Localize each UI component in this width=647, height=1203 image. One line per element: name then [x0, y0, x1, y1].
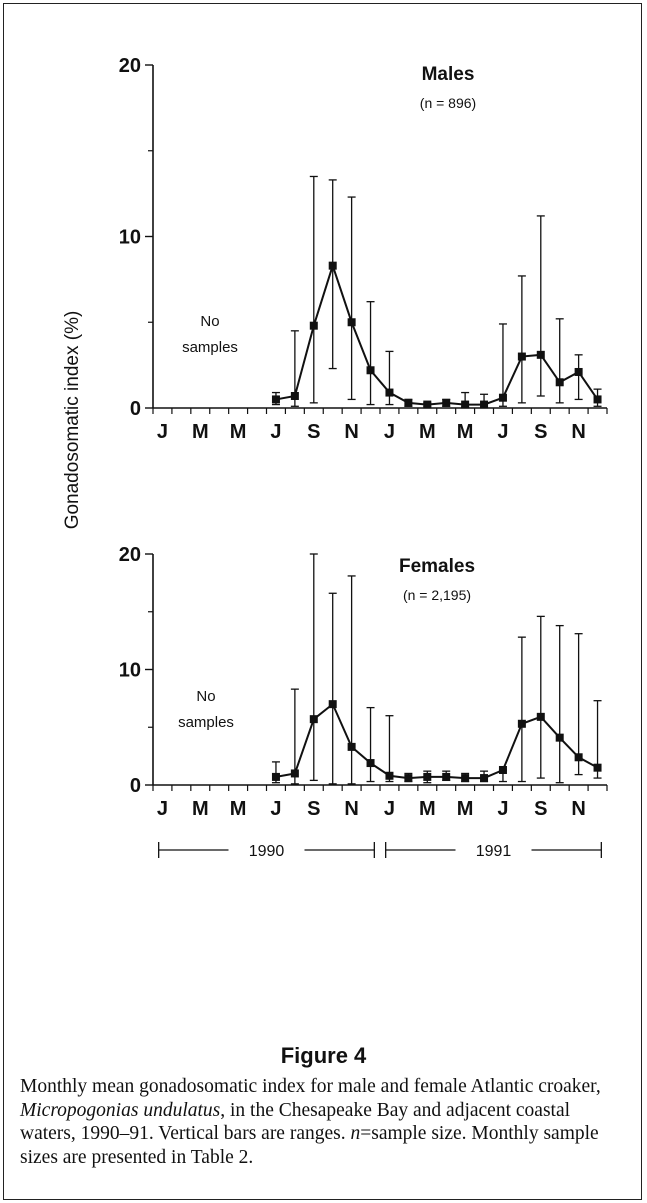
mean-marker [328, 261, 337, 270]
x-tick-label: M [230, 421, 247, 443]
x-tick-label: M [419, 421, 436, 443]
mean-marker [536, 350, 545, 359]
x-tick-label: N [571, 421, 585, 443]
x-tick-label: M [192, 798, 209, 820]
mean-marker [309, 321, 318, 330]
mean-marker [404, 398, 413, 407]
x-tick-label: N [344, 421, 358, 443]
panel-title: Females [399, 556, 475, 577]
mean-line [275, 702, 599, 780]
mean-marker [290, 769, 299, 778]
x-tick-label: J [270, 421, 281, 443]
y-tick-label: 10 [119, 660, 141, 682]
x-tick-label: M [230, 798, 247, 820]
x-tick-label: J [157, 421, 168, 443]
no-samples-line-2: samples [178, 714, 234, 731]
mean-marker [555, 733, 564, 742]
x-tick-label: J [157, 798, 168, 820]
mean-marker [385, 771, 394, 780]
y-tick-label: 0 [130, 398, 141, 420]
y-tick-label: 10 [119, 227, 141, 249]
mean-marker [309, 715, 318, 724]
mean-marker [517, 352, 526, 361]
y-axis-label-group: Gonadosomatic index (%) [62, 311, 83, 530]
mean-marker [366, 366, 375, 375]
year-label: 1991 [476, 843, 512, 860]
year-label: 1990 [249, 843, 285, 860]
mean-marker [461, 400, 470, 409]
mean-marker [366, 759, 375, 768]
x-tick-label: J [384, 421, 395, 443]
mean-marker [442, 398, 451, 407]
figure-frame [3, 3, 642, 1200]
x-tick-label: S [307, 421, 320, 443]
mean-line [275, 262, 599, 406]
no-samples-line-1: No [196, 688, 215, 705]
caption-part-2: , in the Chesapeake Bay and adjacent coa… [20, 1099, 571, 1145]
no-samples-line-1: No [200, 313, 219, 330]
x-tick-label: S [534, 798, 547, 820]
x-tick-label: J [497, 798, 508, 820]
x-tick-label: S [307, 798, 320, 820]
y-tick-label: 20 [119, 544, 141, 566]
y-tick-label: 20 [119, 55, 141, 77]
mean-marker [461, 774, 470, 783]
mean-marker [536, 712, 545, 721]
caption-part-3: =sample size. Monthly sample sizes are p… [20, 1123, 599, 1168]
mean-marker [574, 367, 583, 376]
mean-marker [555, 378, 564, 387]
x-tick-label: J [384, 798, 395, 820]
x-tick-label: S [534, 421, 547, 443]
y-tick-label: 0 [130, 775, 141, 797]
mean-marker [574, 753, 583, 762]
x-tick-label: M [457, 798, 474, 820]
mean-marker [328, 700, 337, 709]
caption-part-1: Monthly mean gonadosomatic index for mal… [20, 1076, 601, 1097]
y-axis-label: Gonadosomatic index (%) [62, 311, 83, 530]
x-tick-label: M [419, 798, 436, 820]
panel-sample-size: (n = 2,195) [403, 587, 471, 603]
caption-species: Micropogonias undulatus [20, 1099, 221, 1121]
mean-marker [271, 395, 280, 404]
mean-marker [593, 395, 602, 404]
mean-marker [480, 400, 489, 409]
mean-marker [593, 763, 602, 772]
mean-marker [442, 772, 451, 781]
mean-marker [498, 765, 507, 774]
x-tick-label: M [457, 421, 474, 443]
panel-sample-size: (n = 896) [420, 95, 476, 111]
panel-title: Males [422, 64, 475, 85]
mean-marker [517, 719, 526, 728]
mean-marker [290, 391, 299, 400]
mean-marker [347, 318, 356, 327]
mean-marker [498, 393, 507, 402]
no-samples-line-2: samples [182, 339, 238, 356]
mean-marker [423, 400, 432, 409]
x-tick-label: N [344, 798, 358, 820]
x-tick-label: J [270, 798, 281, 820]
mean-marker [404, 774, 413, 783]
mean-marker [347, 742, 356, 751]
x-tick-label: N [571, 798, 585, 820]
mean-marker [423, 772, 432, 781]
x-tick-label: M [192, 421, 209, 443]
mean-marker [385, 388, 394, 397]
year-brackets: 1990 1991 [158, 842, 602, 860]
x-tick-label: J [497, 421, 508, 443]
mean-marker [271, 772, 280, 781]
caption-n-symbol: n [350, 1123, 361, 1144]
figure-label: Figure 4 [280, 1043, 367, 1068]
figure-caption: Monthly mean gonadosomatic index for mal… [20, 1075, 630, 1169]
mean-marker [480, 774, 489, 783]
